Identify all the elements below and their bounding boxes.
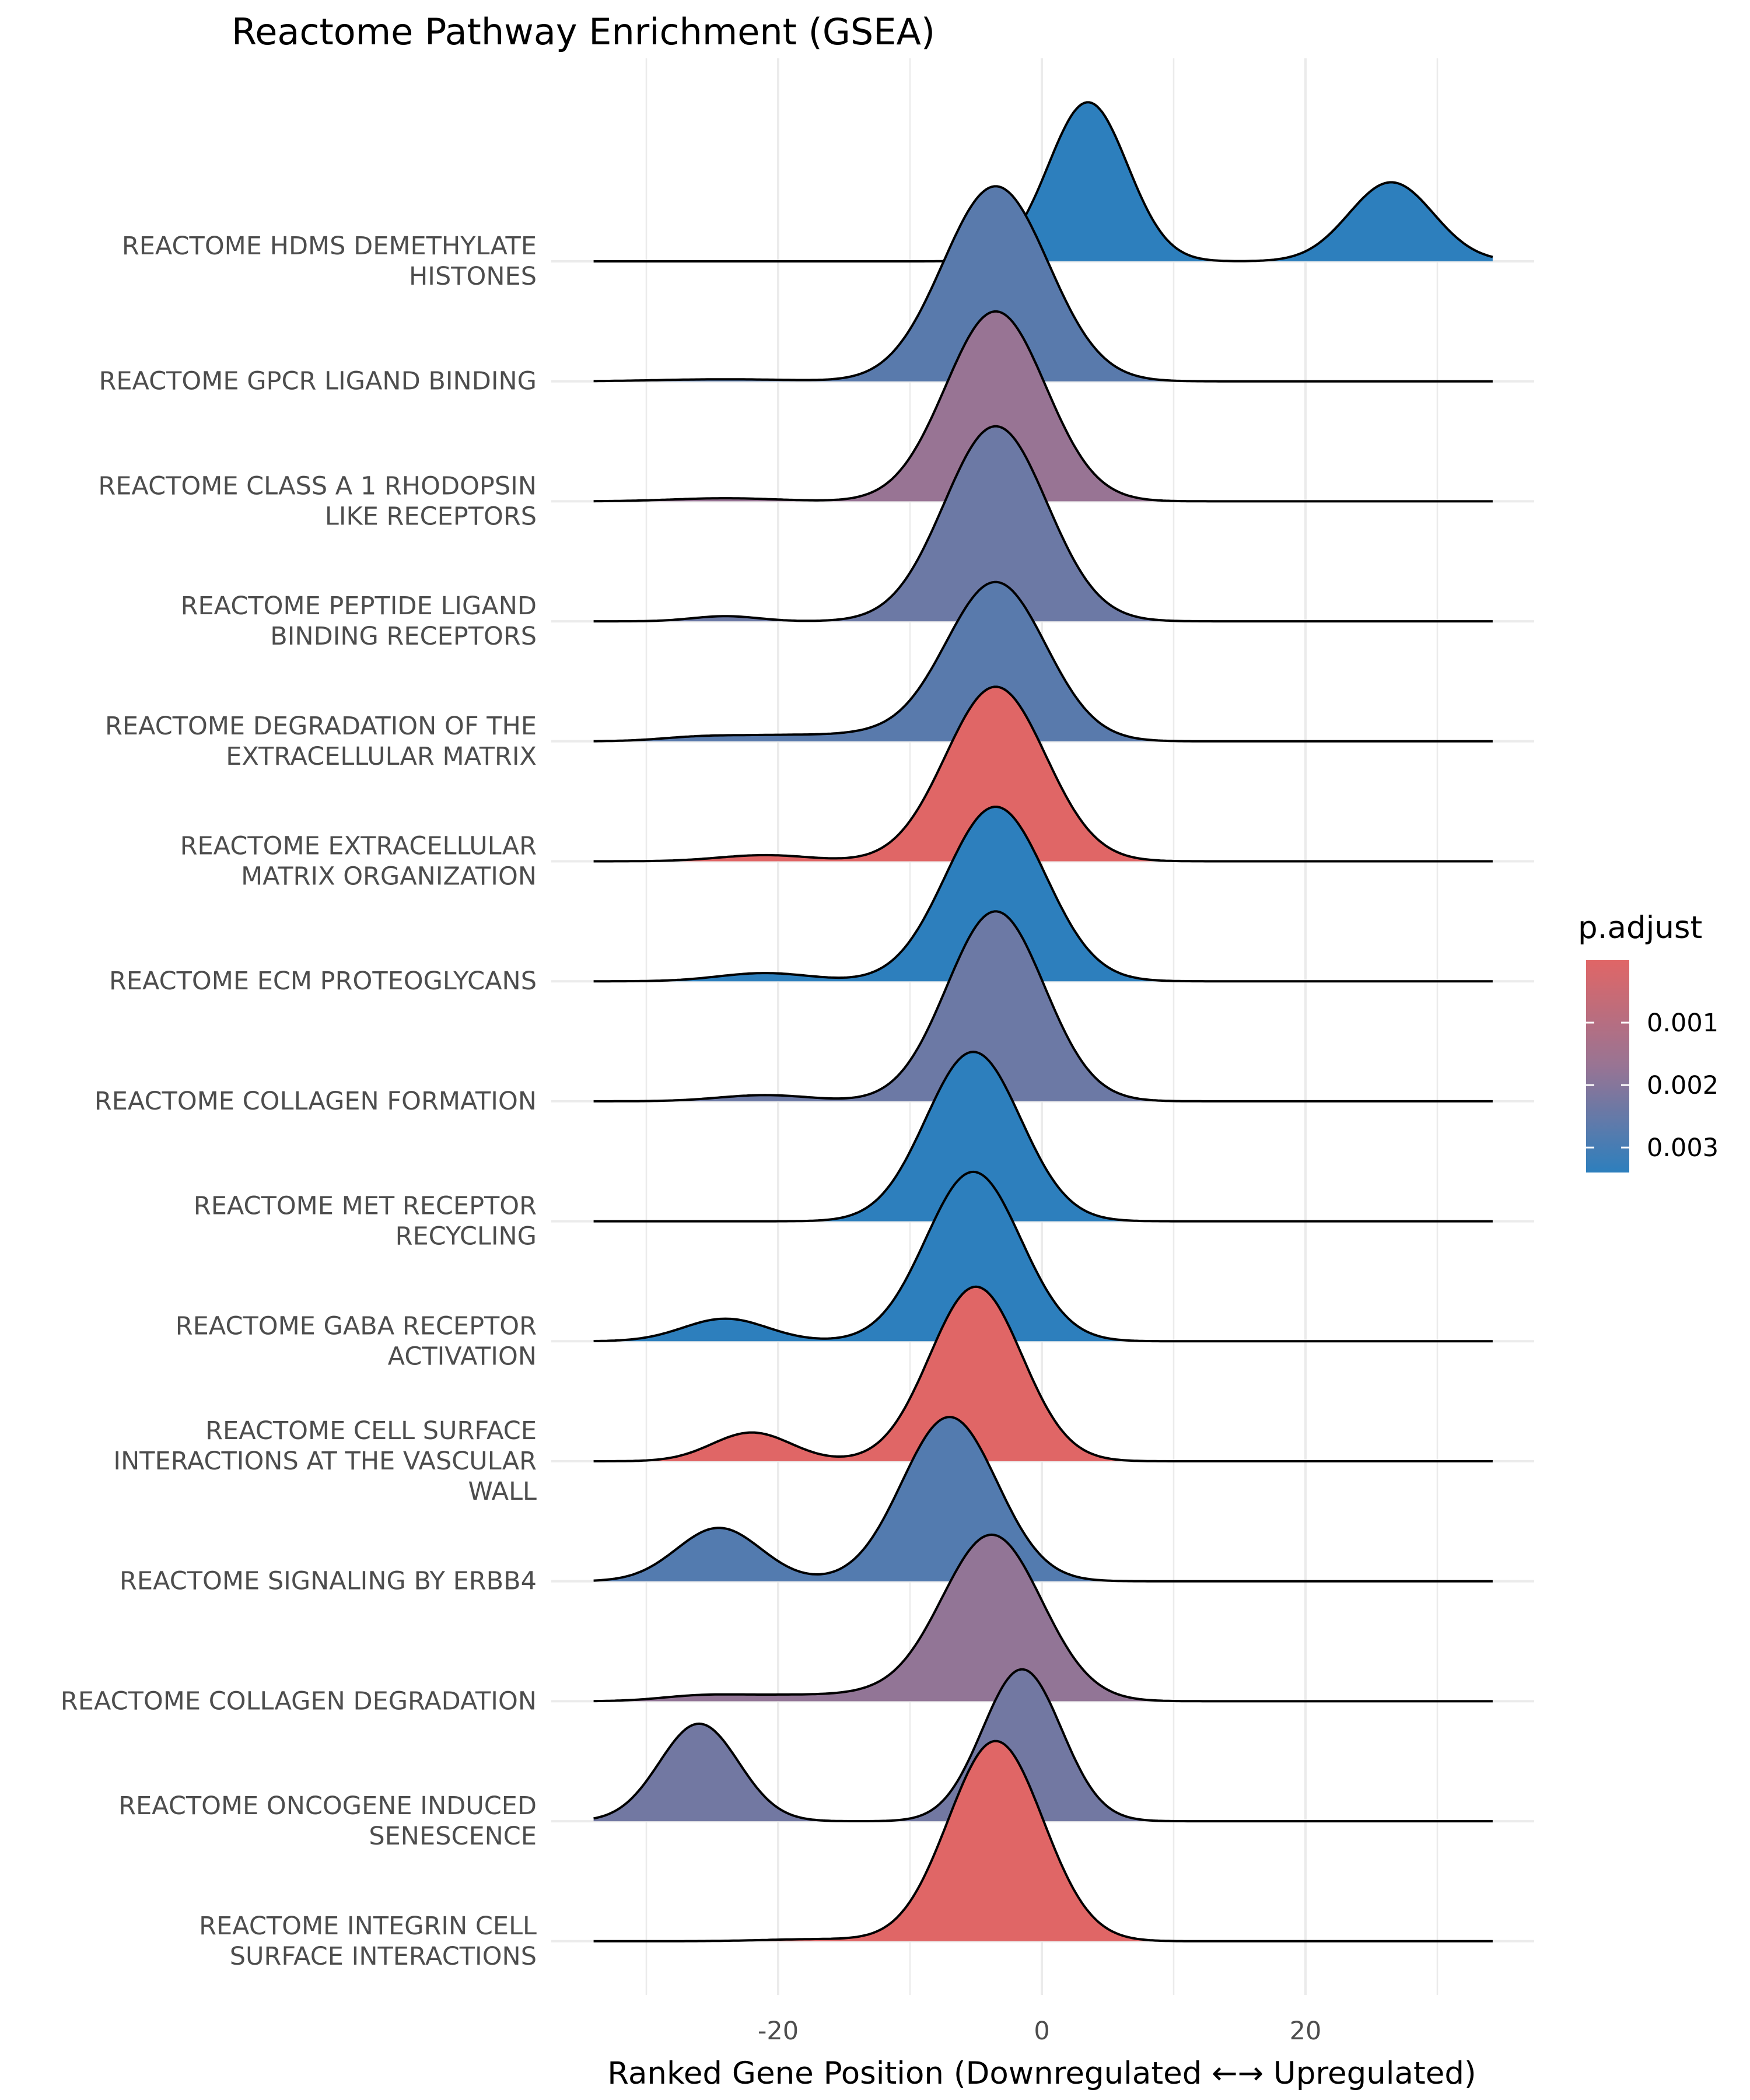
ridge-fill — [593, 807, 1493, 982]
y-axis-label-line: ACTIVATION — [388, 1342, 537, 1371]
legend-colorbar — [1586, 960, 1629, 1172]
ridge-outline — [593, 1533, 1493, 1703]
ridge-outline — [593, 425, 1493, 623]
y-axis-label-line: REACTOME DEGRADATION OF THE — [105, 712, 537, 741]
ridge-fill — [593, 1052, 1493, 1222]
ridge-outline — [593, 310, 1493, 503]
ridge-fill — [593, 911, 1493, 1101]
y-axis-label-line: EXTRACELLULAR MATRIX — [226, 742, 537, 771]
legend-tick-label: 0.002 — [1647, 1071, 1718, 1100]
y-axis-label-line: REACTOME COLLAGEN FORMATION — [94, 1087, 537, 1116]
y-axis-label-line: REACTOME MET RECEPTOR — [194, 1192, 537, 1221]
y-axis-label-line: WALL — [468, 1477, 537, 1506]
x-axis-ticks: -20 0 20 — [758, 2017, 1321, 2046]
y-axis-label-line: INTERACTIONS AT THE VASCULAR — [113, 1447, 537, 1476]
ridge-outline — [593, 101, 1493, 262]
ridge-outline — [593, 1051, 1493, 1223]
ridge-outline — [593, 806, 1493, 983]
y-axis-label: REACTOME DEGRADATION OF THE EXTRACELLULAR… — [105, 712, 537, 771]
y-axis-label-line: REACTOME GABA RECEPTOR — [176, 1311, 537, 1340]
ridge-fill — [593, 1286, 1493, 1461]
y-axis-labels: REACTOME HDMS DEMETHYLATE HISTONESREACTOM… — [61, 232, 537, 1971]
y-axis-label-line: BINDING RECEPTORS — [270, 622, 537, 651]
x-tick-label: -20 — [758, 2017, 799, 2046]
y-axis-label-line: REACTOME ECM PROTEOGLYCANS — [109, 967, 537, 996]
y-axis-label: REACTOME ECM PROTEOGLYCANS — [109, 967, 537, 996]
ridge-fill — [593, 1171, 1493, 1342]
y-axis-label-line: HISTONES — [409, 262, 537, 291]
y-axis-label-line: REACTOME GPCR LIGAND BINDING — [99, 367, 537, 396]
y-axis-label: REACTOME GPCR LIGAND BINDING — [99, 367, 537, 396]
ridge-outline — [593, 1170, 1493, 1343]
y-axis-label-line: REACTOME CLASS A 1 RHODOPSIN — [98, 471, 537, 501]
y-axis-label: REACTOME INTEGRIN CELL SURFACE INTERACTIO… — [199, 1912, 537, 1971]
y-axis-label-line: REACTOME COLLAGEN DEGRADATION — [61, 1686, 537, 1716]
y-axis-label-line: RECYCLING — [396, 1222, 537, 1251]
ridge-fill — [593, 426, 1493, 622]
y-axis-label: REACTOME EXTRACELLULAR MATRIX ORGANIZATIO… — [180, 832, 537, 891]
color-legend: p.adjust 0.001 0.002 0.003 — [1578, 910, 1718, 1172]
ridge-fill — [593, 582, 1493, 741]
y-axis-label-line: REACTOME INTEGRIN CELL — [199, 1912, 537, 1941]
x-axis-label: Ranked Gene Position (Downregulated ←→ U… — [607, 2056, 1476, 2091]
y-axis-label: REACTOME HDMS DEMETHYLATE HISTONES — [122, 232, 537, 291]
ridge-outline — [593, 1285, 1493, 1462]
legend-title: p.adjust — [1578, 910, 1702, 946]
ridge-fill — [593, 1741, 1493, 1941]
ridge-outline — [593, 185, 1493, 383]
ridge-fill — [593, 311, 1493, 502]
ridge-outline — [593, 910, 1493, 1102]
y-axis-label-line: MATRIX ORGANIZATION — [241, 862, 537, 891]
ridge-fill — [593, 1534, 1493, 1702]
ridge-outline — [593, 1416, 1493, 1583]
ridge-fill — [593, 102, 1493, 261]
ridge-fill — [593, 1417, 1493, 1581]
y-axis-label: REACTOME CELL SURFACE INTERACTIONS AT THE… — [113, 1416, 537, 1506]
y-axis-label-line: REACTOME SIGNALING BY ERBB4 — [120, 1567, 537, 1596]
y-axis-label: REACTOME COLLAGEN DEGRADATION — [61, 1686, 537, 1716]
y-axis-label: REACTOME SIGNALING BY ERBB4 — [120, 1567, 537, 1596]
ridge-outline — [593, 1740, 1493, 1943]
y-axis-label: REACTOME COLLAGEN FORMATION — [94, 1087, 537, 1116]
y-axis-label-line: REACTOME ONCOGENE INDUCED — [118, 1791, 537, 1821]
ridge-outline — [593, 685, 1493, 863]
ridge-fill — [593, 687, 1493, 862]
y-axis-label: REACTOME CLASS A 1 RHODOPSIN LIKE RECEPTO… — [98, 471, 537, 531]
x-tick-label: 0 — [1034, 2017, 1049, 2046]
y-axis-label-line: SENESCENCE — [369, 1822, 537, 1851]
y-axis-label-line: REACTOME HDMS DEMETHYLATE — [122, 232, 537, 261]
y-axis-label: REACTOME PEPTIDE LIGAND BINDING RECEPTORS — [181, 592, 537, 651]
legend-ticks: 0.001 0.002 0.003 — [1586, 1009, 1718, 1163]
ridge-fill — [593, 186, 1493, 382]
y-axis-label-line: REACTOME CELL SURFACE — [205, 1416, 537, 1446]
y-axis-label-line: REACTOME PEPTIDE LIGAND — [181, 592, 537, 621]
legend-tick-label: 0.001 — [1647, 1009, 1718, 1038]
y-axis-label-line: LIKE RECEPTORS — [325, 502, 537, 531]
y-axis-label: REACTOME MET RECEPTOR RECYCLING — [194, 1192, 537, 1251]
y-axis-label: REACTOME ONCOGENE INDUCED SENESCENCE — [118, 1791, 537, 1851]
ridge-layer — [593, 101, 1493, 1943]
ridge-outline — [593, 1668, 1493, 1823]
legend-tick-label: 0.003 — [1647, 1133, 1718, 1163]
y-axis-label-line: REACTOME EXTRACELLULAR — [180, 832, 537, 861]
ridge-outline — [593, 580, 1493, 743]
chart-title: Reactome Pathway Enrichment (GSEA) — [232, 10, 935, 53]
ridge-fill — [593, 1669, 1493, 1822]
y-axis-label-line: SURFACE INTERACTIONS — [230, 1942, 537, 1971]
y-axis-label: REACTOME GABA RECEPTOR ACTIVATION — [176, 1311, 537, 1371]
x-tick-label: 20 — [1290, 2017, 1322, 2046]
